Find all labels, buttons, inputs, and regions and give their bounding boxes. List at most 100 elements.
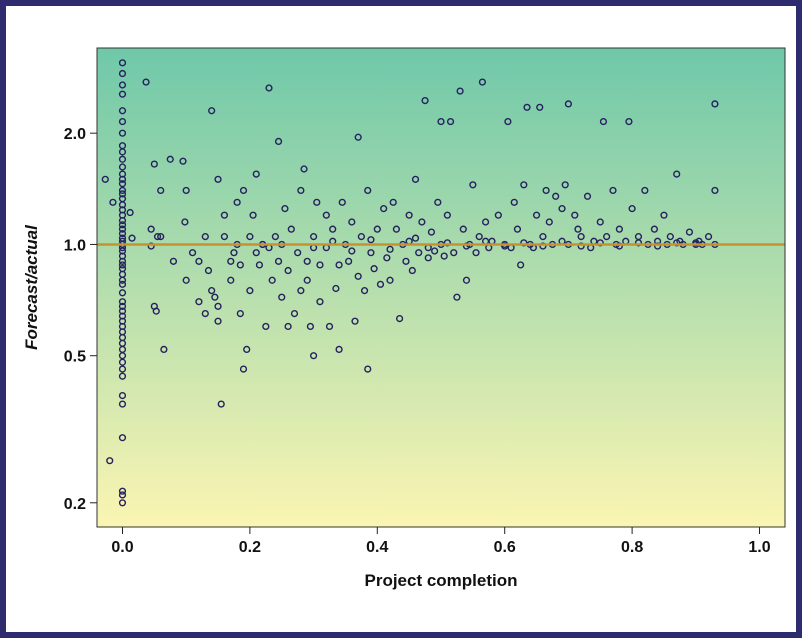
data-point — [351, 317, 359, 325]
data-point — [539, 242, 547, 250]
data-point — [118, 90, 127, 98]
data-point — [297, 186, 305, 195]
data-point — [243, 345, 251, 354]
data-point — [214, 302, 222, 310]
y-axis: 0.2 0.5 1.0 2.0 — [64, 126, 97, 513]
data-point — [443, 239, 451, 247]
data-point — [118, 265, 127, 273]
data-point — [666, 233, 674, 241]
data-point — [437, 117, 445, 126]
data-point — [128, 234, 136, 242]
data-points — [101, 59, 719, 507]
data-point — [536, 103, 544, 111]
data-point — [424, 254, 432, 262]
data-point — [348, 218, 356, 226]
data-point — [152, 307, 160, 315]
data-point — [118, 163, 127, 171]
data-point — [118, 307, 127, 315]
data-point — [118, 289, 127, 297]
data-point — [517, 261, 525, 269]
data-point — [545, 218, 553, 226]
data-point — [265, 84, 273, 92]
data-point — [520, 181, 528, 189]
y-axis-title: Forecast/actual — [22, 224, 41, 350]
data-point — [673, 170, 681, 178]
data-point — [453, 293, 461, 301]
data-point — [335, 345, 343, 354]
data-point — [195, 257, 203, 265]
data-point — [118, 491, 127, 499]
x-tick-label: 1.0 — [748, 539, 770, 556]
data-point — [376, 280, 385, 288]
data-point — [431, 247, 439, 255]
x-tick-label: 0.8 — [621, 539, 643, 556]
data-point — [109, 198, 117, 206]
x-axis-title: Project completion — [364, 571, 517, 590]
data-point — [609, 186, 617, 195]
data-point — [415, 249, 423, 257]
x-tick-label: 0.6 — [494, 539, 516, 556]
data-point — [303, 257, 311, 265]
data-point — [236, 309, 244, 318]
data-point — [153, 233, 162, 241]
data-point — [711, 100, 719, 108]
data-point — [300, 165, 308, 173]
data-point — [603, 233, 611, 241]
data-point — [236, 261, 244, 269]
data-point — [653, 242, 662, 250]
data-point — [354, 272, 362, 280]
data-point — [641, 186, 649, 195]
data-point — [227, 276, 235, 284]
data-point — [118, 234, 127, 242]
data-point — [182, 186, 190, 195]
data-point — [118, 186, 127, 195]
data-point — [615, 225, 623, 233]
data-point — [564, 100, 573, 108]
data-point — [599, 117, 608, 126]
data-point — [408, 266, 416, 275]
data-point — [118, 180, 127, 188]
data-point — [685, 228, 694, 236]
data-point — [335, 261, 343, 269]
data-point — [673, 239, 681, 247]
data-point — [364, 365, 372, 373]
data-point — [118, 365, 127, 373]
data-point — [405, 211, 413, 219]
data-point — [367, 249, 375, 257]
data-point — [201, 233, 209, 241]
data-point — [211, 293, 219, 301]
data-point — [118, 358, 127, 366]
data-point — [501, 242, 509, 250]
data-point — [281, 205, 289, 213]
data-point — [252, 249, 260, 257]
data-point — [402, 257, 410, 265]
data-point — [188, 249, 197, 257]
data-point — [596, 218, 604, 226]
data-point — [469, 181, 477, 189]
data-point — [118, 155, 127, 163]
data-point — [166, 155, 174, 163]
data-point — [294, 249, 302, 257]
data-point — [383, 254, 391, 262]
data-point — [309, 352, 318, 360]
data-point — [118, 499, 127, 507]
data-point — [262, 322, 270, 331]
data-point — [577, 242, 585, 250]
x-tick-label: 0.0 — [111, 539, 133, 556]
data-point — [118, 195, 127, 203]
data-point — [542, 186, 550, 195]
data-point — [520, 239, 528, 247]
data-point — [227, 257, 235, 265]
data-point — [539, 233, 547, 241]
data-point — [306, 322, 315, 331]
data-point — [440, 252, 448, 260]
data-point — [523, 103, 531, 111]
data-point — [354, 133, 362, 141]
data-point — [303, 276, 311, 284]
data-point — [118, 229, 127, 238]
data-point — [118, 487, 127, 495]
data-point — [364, 186, 372, 195]
data-point — [246, 287, 254, 295]
data-point — [660, 211, 668, 219]
data-point — [118, 400, 127, 408]
